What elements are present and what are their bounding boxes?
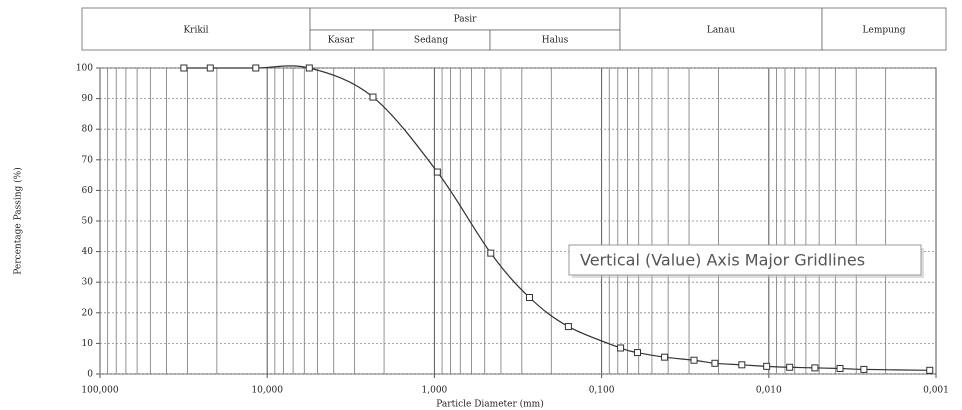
zone-cell	[619, 7, 823, 51]
x-tick-label: 0,001	[923, 386, 949, 396]
data-point	[206, 64, 214, 72]
data-point	[738, 361, 746, 369]
data-point	[633, 349, 641, 357]
data-point	[661, 353, 669, 361]
data-point	[786, 363, 794, 371]
data-point	[252, 64, 260, 72]
y-axis-label: Percentage Passing (%)	[13, 167, 24, 275]
zone-label: Lempung	[863, 26, 906, 36]
data-point	[860, 365, 868, 373]
plot-area: 100,000 10,000 1,000 0,100 0,010 0,001 0 10 20 30…	[76, 64, 949, 396]
data-point	[926, 366, 934, 374]
x-tick-label: 0,010	[756, 386, 782, 396]
data-point	[811, 364, 819, 372]
data-point	[180, 64, 188, 72]
zone-label: Kasar	[328, 36, 355, 46]
data-point	[369, 93, 377, 101]
y-tick-label: 70	[82, 155, 94, 165]
y-tick-label: 80	[82, 125, 94, 135]
data-point	[305, 64, 313, 72]
zone-table: Krikil Pasir Kasar Sedang Halus Lanau Le…	[81, 7, 947, 51]
x-axis-label: Particle Diameter (mm)	[436, 399, 543, 410]
tooltip: Vertical (Value) Axis Major Gridlines	[568, 244, 924, 278]
data-point	[690, 356, 698, 364]
y-tick-label: 10	[82, 339, 94, 349]
y-tick-label: 30	[82, 278, 94, 288]
x-tick-label: 0,100	[589, 386, 615, 396]
tooltip-box	[568, 244, 922, 276]
y-tick-label: 50	[82, 217, 94, 227]
data-point	[711, 359, 719, 367]
data-point	[433, 168, 441, 176]
x-tick-label: 100,000	[81, 386, 118, 396]
data-point	[836, 364, 844, 372]
y-tick-label: 0	[87, 370, 93, 380]
data-point	[763, 362, 771, 370]
data-point	[564, 323, 572, 331]
y-tick-label: 20	[82, 308, 94, 318]
y-tick-label: 90	[82, 94, 94, 104]
zone-label: Krikil	[183, 26, 208, 36]
zone-label: Sedang	[414, 36, 448, 46]
zone-label: Pasir	[454, 15, 478, 25]
data-point	[487, 249, 495, 257]
zone-label: Halus	[542, 36, 569, 46]
zone-cell	[81, 7, 311, 51]
y-tick-label: 100	[76, 64, 93, 74]
x-tick-label: 10,000	[251, 386, 283, 396]
y-tick-label: 40	[82, 247, 94, 257]
zone-cell	[821, 7, 947, 51]
x-tick-label: 1,000	[422, 386, 448, 396]
zone-label: Lanau	[707, 26, 736, 36]
data-point	[617, 344, 625, 352]
data-point	[525, 294, 533, 301]
tooltip-text: Vertical (Value) Axis Major Gridlines	[580, 251, 865, 270]
y-tick-label: 60	[82, 186, 94, 196]
